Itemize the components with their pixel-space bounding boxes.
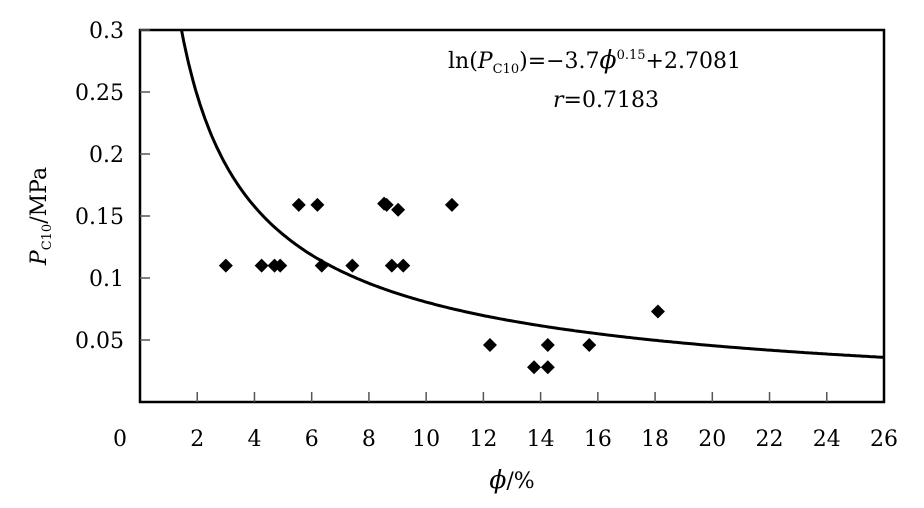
equation-annotation: ln(PC10)=−3.7ϕ0.15+2.7081 [448,45,741,77]
x-tick-label: 26 [870,427,898,452]
x-tick-label: 12 [469,427,497,452]
x-axis-label: ϕ/% [489,465,534,494]
y-tick-label: 0.05 [75,329,124,354]
data-point [310,197,325,212]
fit-curve [180,29,885,359]
x-tick-label: 2 [190,427,204,452]
y-tick-label: 0.2 [89,143,124,168]
data-point [379,197,394,212]
data-point [650,304,665,319]
x-tick-label: 24 [813,427,841,452]
x-tick-label: 8 [362,427,376,452]
x-tick-label: 16 [584,427,612,452]
plot-frame [138,28,886,404]
data-point [384,258,399,273]
data-point [540,360,555,375]
data-point [582,337,597,352]
y-tick-label: 0.25 [75,81,124,106]
data-point [527,360,542,375]
x-tick-label: 6 [305,427,319,452]
data-point [254,258,269,273]
y-tick-label: 0.15 [75,205,124,230]
data-point [444,197,459,212]
y-tick-label: 0.3 [89,19,124,44]
x-tick-label: 18 [641,427,669,452]
data-point [314,258,329,273]
data-point [273,258,288,273]
data-point [540,337,555,352]
data-point [482,337,497,352]
data-point [391,202,406,217]
y-axis-label: PC10/MPa [27,167,55,266]
data-point [218,258,233,273]
x-tick-label: 4 [247,427,261,452]
y-tick-label: 0.1 [89,267,124,292]
data-point [396,258,411,273]
data-point [345,258,360,273]
x-tick-label: 0 [113,427,127,452]
x-tick-label: 10 [412,427,440,452]
x-tick-label: 20 [698,427,726,452]
x-tick-label: 14 [527,427,555,452]
data-point [291,197,306,212]
x-tick-label: 22 [756,427,784,452]
r-annotation: r=0.7183 [553,88,659,113]
